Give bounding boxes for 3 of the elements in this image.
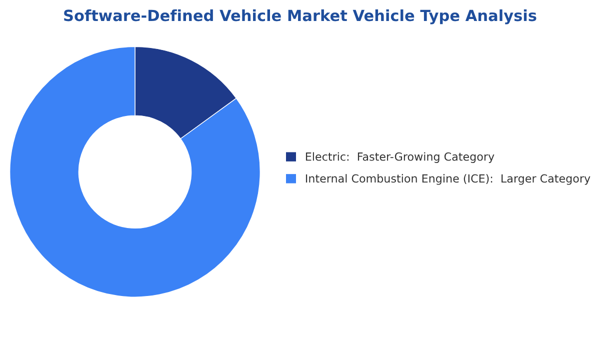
chart-title: Software-Defined Vehicle Market Vehicle Type Analysis <box>64 9 536 24</box>
legend-label: Electric: Faster-Growing Category <box>306 152 494 163</box>
legend-label: Internal Combustion Engine (ICE): Larger Category <box>306 174 590 185</box>
